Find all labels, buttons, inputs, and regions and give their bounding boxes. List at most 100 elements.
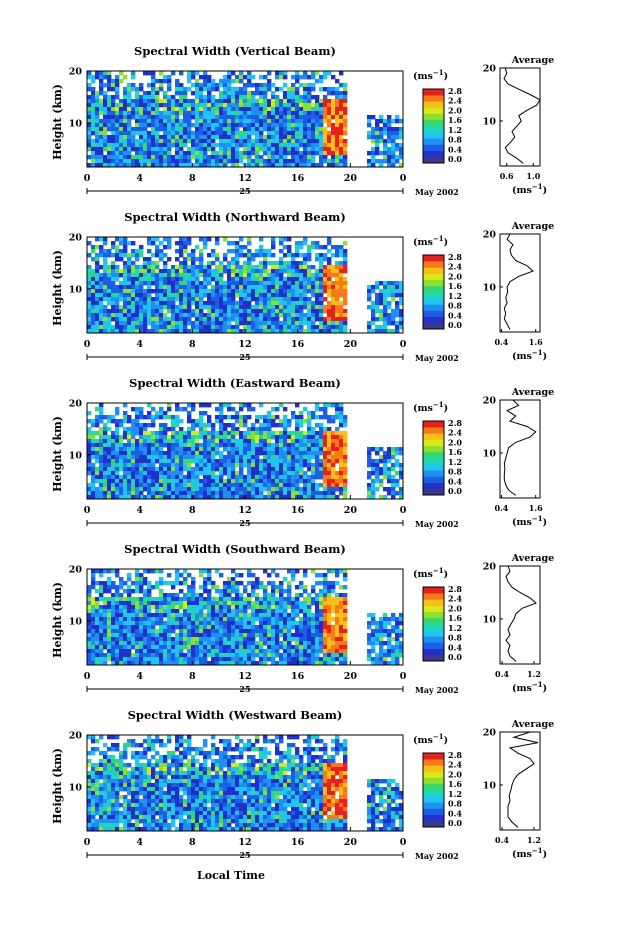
heatmap-cell bbox=[247, 463, 252, 468]
heatmap-cell bbox=[195, 621, 200, 626]
heatmap-cell bbox=[251, 151, 256, 156]
heatmap-cell bbox=[231, 143, 236, 148]
heatmap-cell bbox=[271, 151, 276, 156]
heatmap-cell bbox=[223, 151, 228, 156]
heatmap-cell bbox=[147, 143, 152, 148]
heatmap-cell bbox=[279, 151, 284, 156]
heatmap-cell bbox=[271, 285, 276, 290]
heatmap-cell bbox=[127, 297, 132, 302]
heatmap-cell bbox=[279, 475, 284, 480]
heatmap-cell bbox=[379, 159, 384, 164]
heatmap-cell bbox=[243, 155, 248, 160]
heatmap-cell bbox=[287, 435, 292, 440]
heatmap-cell bbox=[139, 589, 144, 594]
heatmap-cell bbox=[143, 645, 148, 650]
heatmap-cell bbox=[291, 479, 296, 484]
heatmap-cell bbox=[251, 491, 256, 496]
heatmap-cell bbox=[259, 131, 264, 136]
heatmap-cell bbox=[195, 435, 200, 440]
heatmap-cell bbox=[183, 249, 188, 254]
heatmap-cell bbox=[163, 277, 168, 282]
heatmap-cell bbox=[123, 281, 128, 286]
heatmap-cell bbox=[319, 75, 324, 80]
heatmap-cell bbox=[295, 455, 300, 460]
heatmap-cell bbox=[195, 163, 200, 168]
heatmap-cell bbox=[147, 123, 152, 128]
heatmap-cell bbox=[311, 443, 316, 448]
heatmap-cell bbox=[163, 455, 168, 460]
heatmap-cell bbox=[223, 293, 228, 298]
heatmap-cell bbox=[87, 297, 92, 302]
heatmap-cell bbox=[251, 273, 256, 278]
heatmap-cell bbox=[163, 305, 168, 310]
heatmap-cell bbox=[139, 329, 144, 334]
heatmap-cell bbox=[223, 427, 228, 432]
heatmap-cell bbox=[215, 99, 220, 104]
heatmap-cell bbox=[203, 451, 208, 456]
beam-panel-1: Spectral Width (Northward Beam)2010Heigh… bbox=[51, 210, 554, 363]
heatmap-cell bbox=[115, 629, 120, 634]
heatmap-cell bbox=[183, 87, 188, 92]
heatmap-cell bbox=[131, 431, 136, 436]
heatmap-cell bbox=[263, 273, 268, 278]
heatmap-cell bbox=[323, 135, 328, 140]
heatmap-cell bbox=[159, 83, 164, 88]
heatmap-cell bbox=[267, 459, 272, 464]
heatmap-cell bbox=[131, 637, 136, 642]
heatmap-cell bbox=[395, 321, 400, 326]
heatmap-cell bbox=[263, 317, 268, 322]
heatmap-cell bbox=[115, 637, 120, 642]
heatmap-cell bbox=[135, 633, 140, 638]
heatmap-cell bbox=[175, 439, 180, 444]
heatmap-cell bbox=[307, 475, 312, 480]
heatmap-cell bbox=[303, 155, 308, 160]
heatmap-cell bbox=[223, 253, 228, 258]
heatmap-cell bbox=[303, 289, 308, 294]
heatmap-cell bbox=[119, 617, 124, 622]
heatmap-cell bbox=[171, 467, 176, 472]
heatmap-cell bbox=[119, 321, 124, 326]
heatmap-cell bbox=[147, 645, 152, 650]
heatmap-cell bbox=[295, 475, 300, 480]
heatmap-cell bbox=[339, 119, 344, 124]
heatmap-cell bbox=[167, 309, 172, 314]
heatmap-cell bbox=[175, 143, 180, 148]
colorbar-swatch bbox=[423, 482, 444, 490]
heatmap-cell bbox=[107, 293, 112, 298]
heatmap-cell bbox=[187, 115, 192, 120]
heatmap-cell bbox=[283, 471, 288, 476]
heatmap-cell bbox=[371, 289, 376, 294]
heatmap-cell bbox=[131, 75, 136, 80]
heatmap-cell bbox=[223, 75, 228, 80]
heatmap-cell bbox=[111, 293, 116, 298]
heatmap-cell bbox=[343, 419, 348, 424]
heatmap-cell bbox=[135, 475, 140, 480]
heatmap-cell bbox=[295, 241, 300, 246]
heatmap-cell bbox=[339, 289, 344, 294]
heatmap-cell bbox=[191, 625, 196, 630]
heatmap-cell bbox=[223, 257, 228, 262]
heatmap-cell bbox=[315, 301, 320, 306]
heatmap-cell bbox=[135, 289, 140, 294]
heatmap-cell bbox=[111, 147, 116, 152]
heatmap-cell bbox=[227, 439, 232, 444]
heatmap-cell bbox=[331, 123, 336, 128]
heatmap-cell bbox=[211, 111, 216, 116]
heatmap-cell bbox=[271, 487, 276, 492]
heatmap-cell bbox=[187, 613, 192, 618]
heatmap-cell bbox=[207, 435, 212, 440]
heatmap-cell bbox=[99, 103, 104, 108]
heatmap-cell bbox=[203, 475, 208, 480]
heatmap-cell bbox=[239, 483, 244, 488]
heatmap-cell bbox=[383, 285, 388, 290]
heatmap-cell bbox=[271, 135, 276, 140]
heatmap-cell bbox=[99, 427, 104, 432]
heatmap-cell bbox=[187, 99, 192, 104]
heatmap-cell bbox=[343, 487, 348, 492]
heatmap-cell bbox=[211, 451, 216, 456]
heatmap-cell bbox=[367, 459, 372, 464]
heatmap-cell bbox=[223, 115, 228, 120]
heatmap-cell bbox=[307, 103, 312, 108]
heatmap-cell bbox=[327, 467, 332, 472]
heatmap-cell bbox=[335, 155, 340, 160]
